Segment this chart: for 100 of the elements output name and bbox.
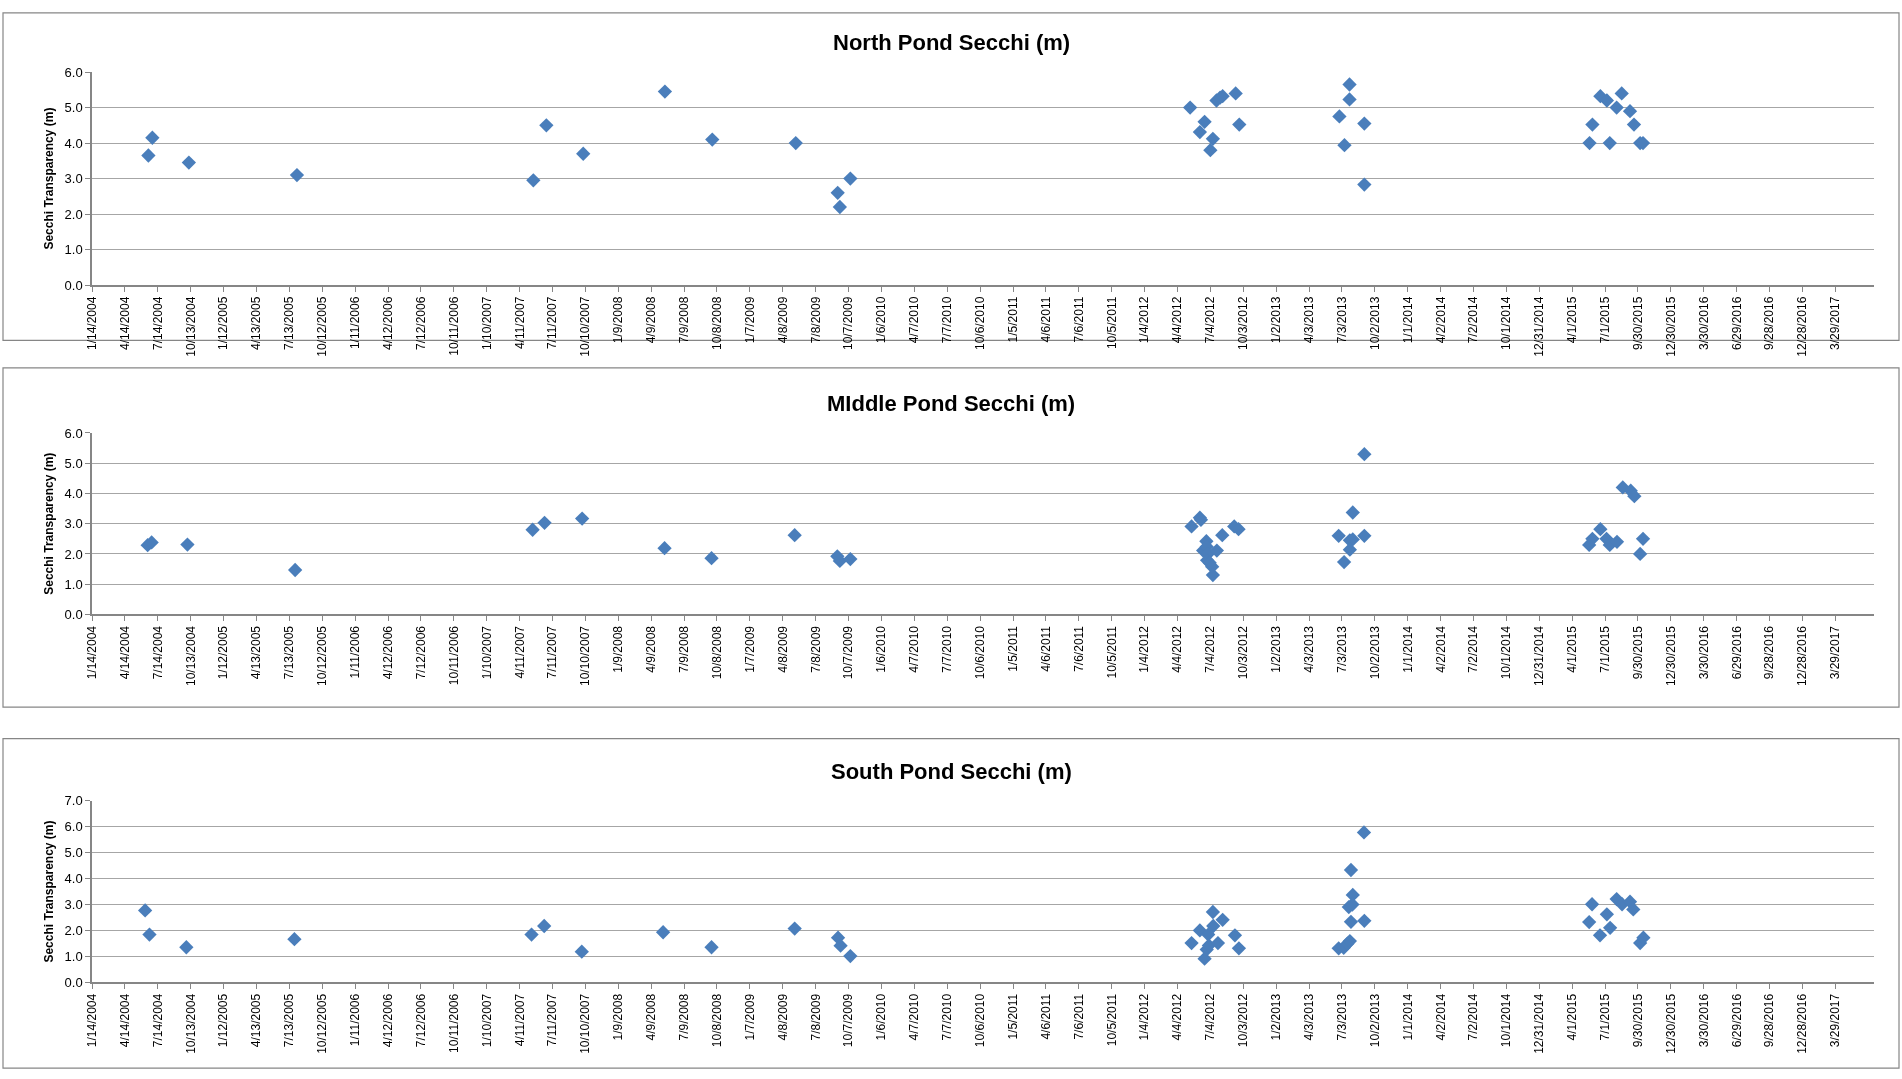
y-tick-label: 2.0 xyxy=(64,546,83,562)
x-tick-label: 4/9/2008 xyxy=(644,993,659,1041)
x-tick-label: 1/5/2011 xyxy=(1005,625,1020,672)
x-tick-label: 7/13/2005 xyxy=(282,625,297,680)
x-tick-label: 4/11/2007 xyxy=(512,625,527,679)
x-tick-label: 10/12/2005 xyxy=(315,625,330,687)
x-tick-label: 12/31/2014 xyxy=(1532,993,1547,1054)
x-tick-label: 3/30/2016 xyxy=(1696,296,1711,351)
x-tick-label: 7/1/2015 xyxy=(1597,993,1612,1041)
y-tick-label: 5.0 xyxy=(64,455,83,471)
x-tick-label: 10/5/2011 xyxy=(1104,296,1119,350)
x-tick-label: 4/2/2014 xyxy=(1433,625,1448,673)
y-tick-label: 0.0 xyxy=(64,974,83,990)
x-tick-label: 4/11/2007 xyxy=(512,296,527,350)
y-axis-title: Secchi Transparency (m) xyxy=(42,107,57,250)
x-tick-label: 10/11/2006 xyxy=(446,993,461,1053)
y-tick-label: 0.0 xyxy=(64,277,83,293)
x-tick-label: 3/29/2017 xyxy=(1828,296,1843,351)
x-tick-label: 1/10/2007 xyxy=(479,296,494,351)
y-axis-title: Secchi Transparency (m) xyxy=(42,820,57,963)
x-tick-label: 4/6/2011 xyxy=(1038,993,1053,1040)
x-tick-label: 12/28/2016 xyxy=(1795,625,1810,687)
x-tick-label: 7/4/2012 xyxy=(1203,625,1218,673)
x-tick-label: 10/8/2008 xyxy=(709,625,724,680)
x-tick-label: 7/13/2005 xyxy=(282,296,297,351)
x-tick-label: 4/12/2006 xyxy=(380,625,395,680)
x-tick-label: 7/13/2005 xyxy=(282,993,297,1048)
chart-title: North Pond Secchi (m) xyxy=(833,30,1071,55)
x-tick-label: 1/12/2005 xyxy=(216,296,231,351)
x-tick-label: 4/2/2014 xyxy=(1433,296,1448,344)
x-tick-label: 1/4/2012 xyxy=(1137,993,1152,1041)
x-tick-label: 7/7/2010 xyxy=(940,993,955,1041)
x-tick-label: 10/7/2009 xyxy=(841,296,856,351)
x-tick-label: 7/14/2004 xyxy=(150,296,165,351)
x-tick-label: 4/3/2013 xyxy=(1301,993,1316,1041)
x-tick-label: 7/7/2010 xyxy=(940,296,955,344)
x-tick-label: 6/29/2016 xyxy=(1729,625,1744,680)
y-tick-label: 5.0 xyxy=(64,845,83,861)
x-tick-label: 6/29/2016 xyxy=(1729,993,1744,1048)
x-tick-label: 4/13/2005 xyxy=(249,296,264,351)
x-tick-label: 6/29/2016 xyxy=(1729,296,1744,351)
x-tick-label: 1/1/2014 xyxy=(1400,993,1415,1041)
x-tick-label: 7/4/2012 xyxy=(1203,993,1218,1041)
chart-title: MIddle Pond Secchi (m) xyxy=(827,391,1076,416)
x-tick-label: 1/5/2011 xyxy=(1005,296,1020,343)
x-tick-label: 4/2/2014 xyxy=(1433,993,1448,1041)
x-tick-label: 4/8/2009 xyxy=(775,993,790,1041)
x-tick-label: 9/28/2016 xyxy=(1762,993,1777,1048)
x-tick-label: 10/11/2006 xyxy=(446,296,461,356)
x-tick-label: 4/4/2012 xyxy=(1170,625,1185,673)
x-tick-label: 4/6/2011 xyxy=(1038,625,1053,672)
x-tick-label: 7/2/2014 xyxy=(1466,296,1481,344)
x-tick-label: 1/7/2009 xyxy=(742,296,757,344)
y-tick-label: 5.0 xyxy=(64,100,83,116)
x-tick-label: 1/14/2004 xyxy=(84,296,99,351)
x-tick-label: 1/10/2007 xyxy=(479,625,494,680)
x-tick-label: 10/10/2007 xyxy=(578,296,593,357)
y-tick-label: 0.0 xyxy=(64,606,83,622)
x-tick-label: 1/12/2005 xyxy=(216,993,231,1048)
x-tick-label: 7/9/2008 xyxy=(676,993,691,1041)
y-tick-label: 1.0 xyxy=(64,948,83,964)
x-tick-label: 4/12/2006 xyxy=(380,296,395,351)
x-tick-label: 10/12/2005 xyxy=(315,993,330,1054)
x-tick-label: 1/14/2004 xyxy=(84,625,99,680)
y-tick-label: 3.0 xyxy=(64,516,83,532)
x-tick-label: 1/11/2006 xyxy=(348,296,363,350)
x-tick-label: 10/7/2009 xyxy=(841,993,856,1048)
x-tick-label: 7/2/2014 xyxy=(1466,993,1481,1041)
x-tick-label: 7/6/2011 xyxy=(1071,296,1086,343)
x-tick-label: 7/12/2006 xyxy=(413,993,428,1048)
x-tick-label: 12/31/2014 xyxy=(1532,625,1547,687)
x-tick-label: 10/5/2011 xyxy=(1104,993,1119,1047)
x-tick-label: 10/1/2014 xyxy=(1499,296,1514,351)
x-tick-label: 10/6/2010 xyxy=(973,993,988,1048)
x-tick-label: 4/4/2012 xyxy=(1170,296,1185,344)
x-tick-label: 10/11/2006 xyxy=(446,625,461,686)
x-tick-label: 1/12/2005 xyxy=(216,625,231,680)
x-tick-label: 7/9/2008 xyxy=(676,625,691,673)
x-tick-label: 7/7/2010 xyxy=(940,625,955,673)
x-tick-label: 3/30/2016 xyxy=(1696,993,1711,1048)
x-tick-label: 4/13/2005 xyxy=(249,993,264,1048)
x-tick-label: 1/2/2013 xyxy=(1269,296,1284,344)
y-tick-label: 2.0 xyxy=(64,206,83,222)
x-tick-label: 4/3/2013 xyxy=(1301,296,1316,344)
x-tick-label: 1/9/2008 xyxy=(611,296,626,344)
x-tick-label: 4/14/2004 xyxy=(117,625,132,680)
x-tick-label: 10/3/2012 xyxy=(1236,993,1251,1048)
x-tick-label: 4/11/2007 xyxy=(512,993,527,1047)
x-tick-label: 7/14/2004 xyxy=(150,625,165,680)
x-tick-label: 12/28/2016 xyxy=(1795,296,1810,357)
x-tick-label: 7/8/2009 xyxy=(808,296,823,344)
x-tick-label: 4/1/2015 xyxy=(1565,625,1580,673)
chart-title: South Pond Secchi (m) xyxy=(831,759,1072,784)
y-axis-title: Secchi Transparency (m) xyxy=(42,452,57,595)
x-tick-label: 9/30/2015 xyxy=(1630,993,1645,1048)
x-tick-label: 10/8/2008 xyxy=(709,993,724,1048)
x-tick-label: 1/2/2013 xyxy=(1269,625,1284,673)
y-tick-label: 1.0 xyxy=(64,576,83,592)
x-tick-label: 7/1/2015 xyxy=(1597,296,1612,344)
x-tick-label: 7/8/2009 xyxy=(808,993,823,1041)
